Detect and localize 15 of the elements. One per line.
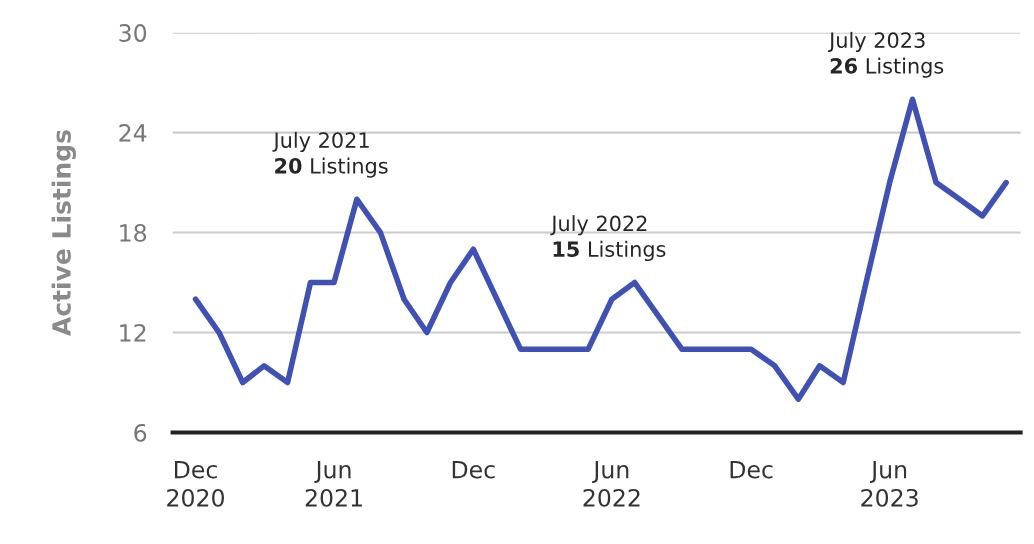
y-tick-label: 12 — [120, 323, 146, 342]
y-tick-label: 24 — [119, 124, 147, 142]
x-tick-label: Jun 2021 — [305, 460, 362, 507]
y-axis-title: Active Listings — [51, 130, 76, 336]
x-tick-label: Jun 2023 — [861, 460, 918, 507]
x-tick-label: Jun 2022 — [583, 460, 640, 507]
x-tick-label: Dec — [452, 460, 495, 479]
y-tick-label: 18 — [120, 224, 147, 242]
annotation: July 2023 26 Listings — [828, 31, 944, 78]
x-tick-label: Dec 2020 — [167, 460, 224, 507]
y-tick-label: 30 — [119, 24, 147, 42]
y-tick-label: 6 — [134, 423, 147, 442]
annotation: July 2021 20 Listings — [272, 131, 388, 178]
x-tick-label: Dec — [730, 460, 773, 479]
annotation: July 2022 15 Listings — [550, 215, 666, 262]
